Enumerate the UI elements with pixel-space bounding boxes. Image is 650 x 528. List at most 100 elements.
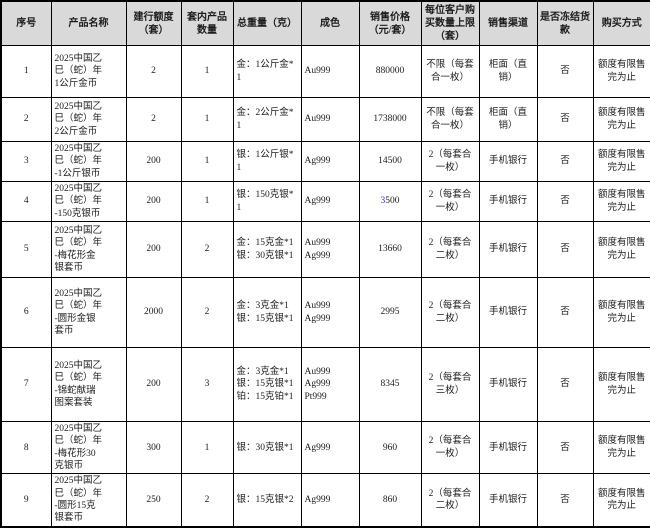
cell-product-name: 2025中国乙 巳（蛇）年 -梅花形金 银套币: [50, 221, 127, 279]
cell-product-name: 2025中国乙 巳（蛇）年 1公斤金币: [50, 45, 127, 98]
cell-fineness: Au999: [300, 97, 360, 142]
cell-quota: 2: [125, 45, 182, 98]
cell-quota: 200: [125, 347, 182, 423]
cell-purchase-limit: 2（每套合一枚）: [420, 181, 480, 223]
cell-purchase-limit: 2（每套合二枚）: [420, 277, 480, 349]
cell-total-weight: 银：1公斤银*1: [232, 140, 302, 183]
cell-freeze-payment: 否: [536, 277, 594, 349]
table-row: 7 2025中国乙 巳（蛇）年 -锦蛇献瑞 图案套装 200 3 金：3克金*1 银：15克银*…: [0, 347, 650, 423]
cell-total-weight: 银：15克银*2: [232, 473, 302, 528]
cell-total-weight: 金：2公斤金*1: [232, 97, 302, 142]
cell-set-count: 1: [180, 140, 234, 183]
cell-price: 860: [358, 473, 422, 528]
cell-fineness: Au999: [300, 45, 360, 98]
table-row: 3 2025中国乙 巳（蛇）年 -1公斤银币 200 1 银：1公斤银*1 Ag999 1450…: [0, 140, 650, 183]
cell-set-count: 2: [180, 221, 234, 279]
cell-set-count: 1: [180, 97, 234, 142]
table-header: 序号 产品名称 建行额度（套） 套内产品数量 总重量（克） 成色 销售价格（元/套） 每位客户…: [0, 0, 650, 46]
cell-set-count: 1: [180, 181, 234, 223]
table-body: 1 2025中国乙 巳（蛇）年 1公斤金币 2 1 金：1公斤金*1 Au999 880000 不…: [0, 45, 650, 528]
cell-price: 13660: [358, 221, 422, 279]
table-row: 9 2025中国乙 巳（蛇）年 -圆形15克 银套币 250 2 银：15克银*2 Ag999 8…: [0, 473, 650, 528]
cell-fineness: Ag999: [300, 181, 360, 223]
cell-purchase-method: 额度有限售完为止: [592, 97, 650, 142]
cell-purchase-method: 额度有限售完为止: [592, 181, 650, 223]
cell-sales-channel: 柜面（直销）: [478, 45, 538, 98]
cell-quota: 2: [125, 97, 182, 142]
cell-seq: 9: [0, 473, 52, 528]
column-header-10: 购买方式: [592, 0, 650, 46]
cell-seq: 7: [0, 347, 52, 423]
cell-price: 880000: [358, 45, 422, 98]
column-header-3: 套内产品数量: [180, 0, 234, 46]
cell-sales-channel: 手机银行: [478, 221, 538, 279]
cell-freeze-payment: 否: [536, 421, 594, 475]
cell-freeze-payment: 否: [536, 140, 594, 183]
cell-seq: 8: [0, 421, 52, 475]
column-header-4: 总重量（克）: [232, 0, 302, 46]
cell-product-name: 2025中国乙 巳（蛇）年 -圆形15克 银套币: [50, 473, 127, 528]
cell-quota: 300: [125, 421, 182, 475]
cell-freeze-payment: 否: [536, 473, 594, 528]
cell-freeze-payment: 否: [536, 347, 594, 423]
cell-set-count: 1: [180, 421, 234, 475]
cell-total-weight: 金：3克金*1 银：15克银*1: [232, 277, 302, 349]
cell-purchase-method: 额度有限售完为止: [592, 45, 650, 98]
column-header-5: 成色: [300, 0, 360, 46]
cell-purchase-method: 额度有限售完为止: [592, 277, 650, 349]
table-row: 5 2025中国乙 巳（蛇）年 -梅花形金 银套币 200 2 金：15克金*1 银：30克银*…: [0, 221, 650, 279]
cell-quota: 250: [125, 473, 182, 528]
cell-product-name: 2025中国乙 巳（蛇）年 -150克银币: [50, 181, 127, 223]
cell-sales-channel: 手机银行: [478, 473, 538, 528]
table-row: 6 2025中国乙 巳（蛇）年 -圆形金银 套币 2000 2 金：3克金*1 银：15克银*1…: [0, 277, 650, 349]
cell-product-name: 2025中国乙 巳（蛇）年 2公斤金币: [50, 97, 127, 142]
cell-sales-channel: 手机银行: [478, 140, 538, 183]
cell-fineness: Au999 Ag999: [300, 277, 360, 349]
table-row: 2 2025中国乙 巳（蛇）年 2公斤金币 2 1 金：2公斤金*1 Au999 1738000…: [0, 97, 650, 142]
cell-fineness: Au999 Ag999: [300, 221, 360, 279]
cell-seq: 4: [0, 181, 52, 223]
cell-freeze-payment: 否: [536, 97, 594, 142]
cell-sales-channel: 手机银行: [478, 347, 538, 423]
column-header-2: 建行额度（套）: [125, 0, 182, 46]
cell-quota: 200: [125, 181, 182, 223]
cell-total-weight: 金：15克金*1 银：30克银*1: [232, 221, 302, 279]
cell-price: 14500: [358, 140, 422, 183]
cell-set-count: 3: [180, 347, 234, 423]
cell-price: 3500: [358, 181, 422, 223]
cell-freeze-payment: 否: [536, 45, 594, 98]
cell-total-weight: 银：150克银*1: [232, 181, 302, 223]
cell-sales-channel: 手机银行: [478, 181, 538, 223]
cell-seq: 3: [0, 140, 52, 183]
cell-purchase-limit: 不限（每套合一枚）: [420, 97, 480, 142]
cell-purchase-method: 额度有限售完为止: [592, 221, 650, 279]
cell-purchase-limit: 2（每套合一枚）: [420, 140, 480, 183]
cell-product-name: 2025中国乙 巳（蛇）年 -锦蛇献瑞 图案套装: [50, 347, 127, 423]
cell-sales-channel: 手机银行: [478, 421, 538, 475]
cell-purchase-limit: 2（每套合二枚）: [420, 221, 480, 279]
cell-quota: 2000: [125, 277, 182, 349]
cell-price: 8345: [358, 347, 422, 423]
cell-quota: 200: [125, 140, 182, 183]
column-header-7: 每位客户购买数量上限（套）: [420, 0, 480, 46]
cell-set-count: 1: [180, 45, 234, 98]
cell-product-name: 2025中国乙 巳（蛇）年 -1公斤银币: [50, 140, 127, 183]
cell-total-weight: 金：3克金*1 银：15克银*1 铂：15克铂*1: [232, 347, 302, 423]
cell-seq: 1: [0, 45, 52, 98]
cell-purchase-limit: 2（每套合三枚）: [420, 347, 480, 423]
cell-total-weight: 金：1公斤金*1: [232, 45, 302, 98]
table-row: 4 2025中国乙 巳（蛇）年 -150克银币 200 1 银：150克银*1 Ag999 35…: [0, 181, 650, 223]
cell-quota: 200: [125, 221, 182, 279]
cell-set-count: 2: [180, 277, 234, 349]
column-header-1: 产品名称: [50, 0, 127, 46]
cell-purchase-limit: 不限（每套合一枚）: [420, 45, 480, 98]
cell-total-weight: 银：30克银*1: [232, 421, 302, 475]
cell-freeze-payment: 否: [536, 221, 594, 279]
cell-price: 960: [358, 421, 422, 475]
cell-fineness: Au999 Ag999 Pt999: [300, 347, 360, 423]
cell-fineness: Ag999: [300, 140, 360, 183]
header-row: 序号 产品名称 建行额度（套） 套内产品数量 总重量（克） 成色 销售价格（元/套） 每位客户…: [0, 0, 650, 46]
cell-seq: 6: [0, 277, 52, 349]
cell-price: 2995: [358, 277, 422, 349]
cell-set-count: 2: [180, 473, 234, 528]
